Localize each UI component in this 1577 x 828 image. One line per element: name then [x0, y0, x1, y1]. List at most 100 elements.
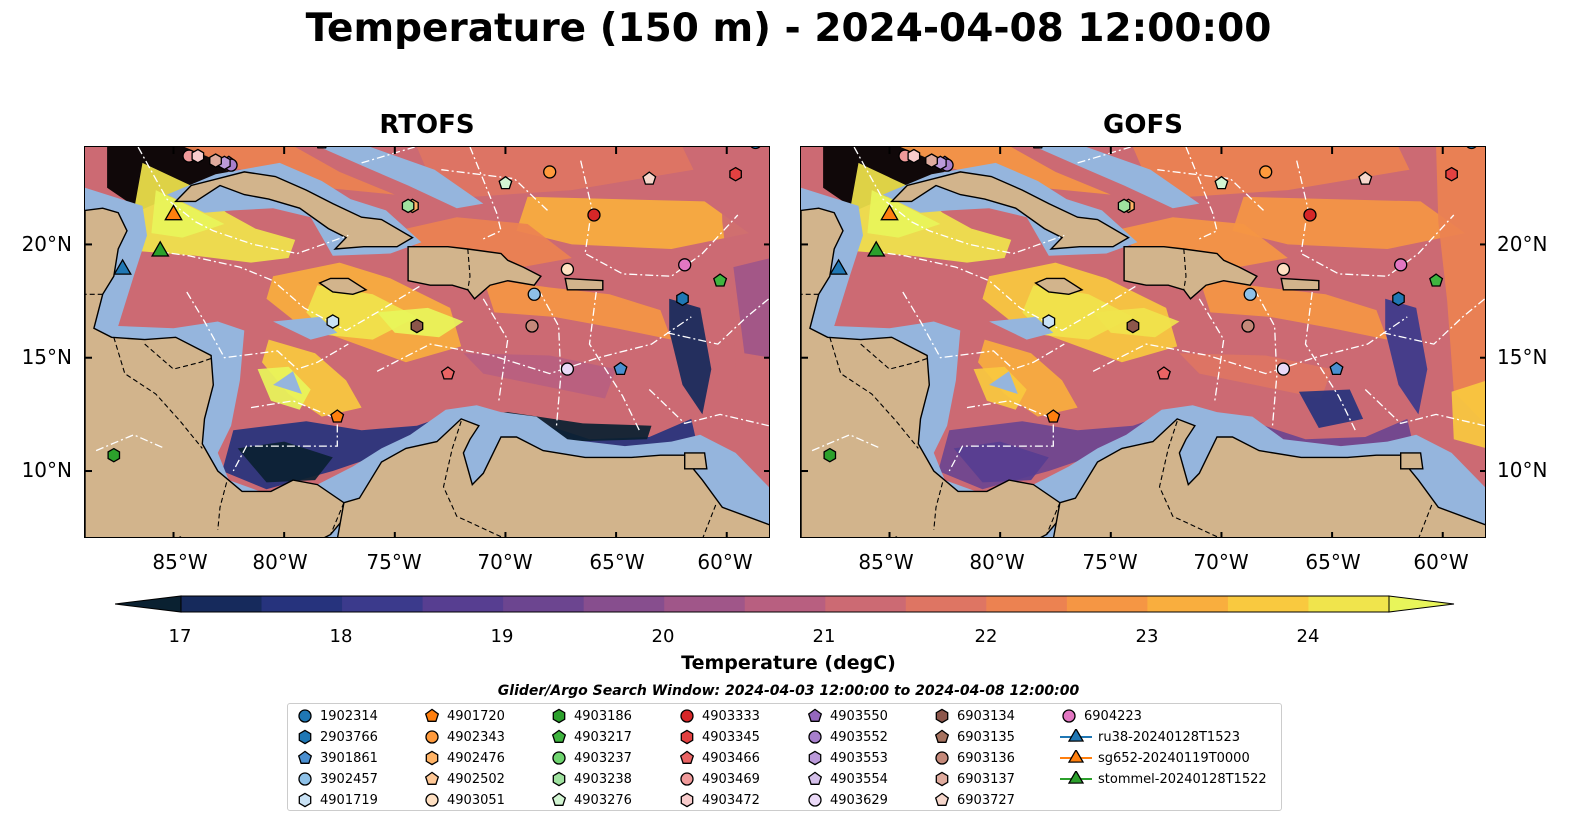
lat-tick-label: 10°N — [1497, 458, 1548, 482]
legend-marker-circle — [425, 793, 439, 807]
colorbar-bin — [905, 596, 987, 612]
platform-4903472 — [907, 148, 921, 164]
colorbar-bin — [825, 596, 907, 612]
legend-label: stommel-20240128T1522 — [1098, 771, 1267, 787]
platform-6904223 — [678, 258, 692, 272]
legend-item: 4903051 — [423, 792, 505, 808]
platform-2903766 — [676, 291, 689, 307]
legend-label: 4903186 — [574, 708, 632, 724]
legend-item: 4901719 — [296, 792, 378, 808]
legend-item: stommel-20240128T1522 — [1060, 771, 1267, 787]
legend-marker — [934, 792, 950, 806]
land — [801, 171, 1485, 537]
colorbar-bin — [181, 596, 263, 612]
lon-tick-label: 70°W — [1193, 550, 1249, 574]
legend-marker-hexagon — [425, 750, 439, 766]
legend-marker-hexagon — [298, 792, 312, 808]
platform-4903276 — [1214, 175, 1229, 190]
platform-6903134 — [410, 318, 424, 334]
legend-marker — [425, 750, 439, 766]
platform-4903466 — [440, 366, 455, 380]
legend-marker — [807, 708, 823, 722]
legend-label: 4903237 — [574, 750, 632, 766]
platform-6903134 — [1126, 318, 1140, 334]
legend-label: 1902314 — [320, 708, 378, 724]
colorbar-extend-low — [114, 595, 182, 613]
colorbar-tick: 17 — [168, 626, 192, 647]
legend-label: 4903051 — [447, 792, 505, 808]
legend-marker — [1060, 750, 1092, 763]
lat-tick-label: 20°N — [1497, 232, 1548, 256]
lat-tick-label: 15°N — [21, 345, 72, 369]
legend-marker — [425, 793, 439, 807]
legend-marker-circle — [425, 730, 439, 744]
colorbar-bin — [422, 596, 504, 612]
platform-stommel-20240128T1522 — [866, 240, 886, 257]
colorbar-tick: 18 — [329, 626, 353, 647]
lon-tick-label: 85°W — [858, 550, 914, 574]
legend-label: 4902343 — [447, 729, 505, 745]
legend-marker-pentagon — [807, 708, 823, 722]
colorbar-bin — [1147, 596, 1229, 612]
legend-marker — [935, 751, 949, 765]
panel-title-gofs: GOFS — [1103, 110, 1183, 140]
legend-item: 2903766 — [296, 729, 378, 745]
colorbar-bin — [583, 596, 665, 612]
platform-3902457 — [1243, 287, 1257, 301]
platform-3901861 — [1329, 361, 1344, 376]
platform-4902502 — [894, 536, 898, 537]
legend-item: 4903237 — [550, 750, 632, 766]
legend-label: 4903276 — [574, 792, 632, 808]
legend-marker — [680, 729, 694, 745]
platform-6903137 — [925, 153, 938, 168]
map-gofs — [801, 147, 1485, 537]
legend-marker-hexagon — [935, 708, 949, 724]
legend-marker-pentagon — [551, 729, 567, 743]
legend-marker-hexagon — [552, 771, 566, 787]
platform-4903629 — [560, 362, 575, 376]
main-title: Temperature (150 m) - 2024-04-08 12:00:0… — [305, 6, 1272, 51]
legend-marker — [934, 729, 950, 743]
legend-item: 4901720 — [423, 708, 505, 724]
legend-label: 6903137 — [957, 771, 1015, 787]
legend-item: 6903135 — [933, 729, 1015, 745]
legend-item: 6904223 — [1060, 708, 1142, 724]
legend-marker — [298, 729, 312, 745]
platform-6903136 — [1241, 319, 1255, 333]
platform-4901719 — [326, 314, 340, 329]
legend-item: 4903554 — [806, 771, 888, 787]
legend-marker — [424, 708, 440, 722]
eez-boundaries — [95, 147, 769, 472]
colorbar-tick: 19 — [490, 626, 514, 647]
platform-4903345 — [1445, 166, 1458, 182]
lat-tick-label: 20°N — [21, 232, 72, 256]
platform-4903554 — [1032, 147, 1043, 149]
legend-label: 3902457 — [320, 771, 378, 787]
legend-label: 6904223 — [1084, 708, 1142, 724]
legend-item: 4903217 — [550, 729, 632, 745]
platform-4903051 — [560, 262, 575, 277]
platform-6903727 — [1358, 171, 1373, 185]
lon-tick-label: 75°W — [1082, 550, 1138, 574]
legend-marker-circle — [680, 709, 694, 723]
legend-item: ru38-20240128T1523 — [1060, 729, 1240, 745]
legend-item: 4903238 — [550, 771, 632, 787]
legend-label: 4903238 — [574, 771, 632, 787]
legend-item: 4903472 — [678, 792, 760, 808]
colorbar-tick: 20 — [651, 626, 675, 647]
platform-3901861 — [613, 361, 628, 376]
legend-label: 6903134 — [957, 708, 1015, 724]
lon-tick-label: 80°W — [969, 550, 1025, 574]
legend-marker — [551, 729, 567, 743]
platform-ru38-20240128T1523 — [829, 258, 848, 275]
legend-marker — [298, 772, 312, 786]
legend-marker — [552, 708, 566, 724]
legend-item: 4903345 — [678, 729, 760, 745]
legend-label: 6903135 — [957, 729, 1015, 745]
legend-marker — [1062, 709, 1076, 723]
platform-6903727 — [642, 171, 657, 185]
legend-marker-circle — [808, 793, 822, 807]
platform-4903186 — [107, 447, 121, 463]
legend-item: 4903553 — [806, 750, 888, 766]
legend-marker — [552, 751, 566, 765]
